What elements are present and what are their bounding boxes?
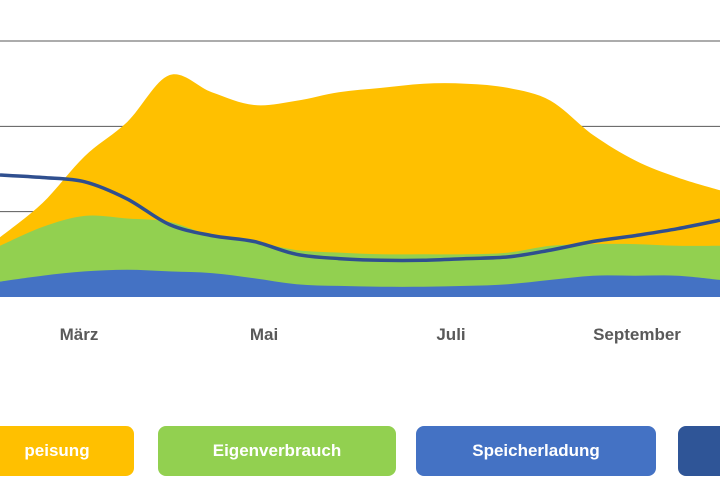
legend-label: peisung [24, 441, 90, 460]
line-series-layer [0, 173, 720, 263]
legend-item-speicherladung: Speicherladung [416, 426, 656, 476]
legend-label: Speicherladung [472, 441, 600, 460]
legend-item-line-series [678, 426, 720, 476]
area-series-speicherladung [0, 269, 720, 297]
line-series-0 [0, 173, 720, 263]
x-tick-label-juli: Juli [436, 325, 466, 344]
x-tick-label-mai: Mai [249, 325, 279, 344]
area-series-layer [0, 74, 720, 297]
x-tick-label-september: September [593, 325, 681, 344]
legend-label: Eigenverbrauch [212, 441, 342, 460]
x-tick-label-maerz: März [59, 325, 99, 344]
legend-item-einspeisung: peisung [0, 426, 134, 476]
legend-item-eigenverbrauch: Eigenverbrauch [158, 426, 396, 476]
